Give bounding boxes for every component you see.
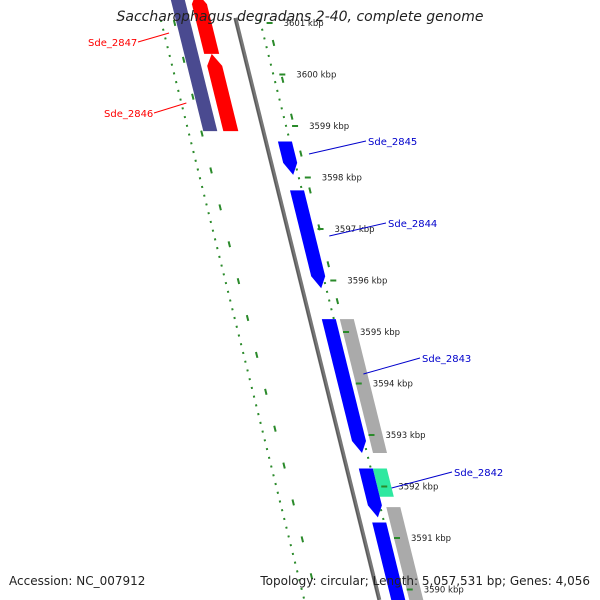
map-title: Saccharophagus degradans 2-40, complete … (116, 9, 484, 25)
backbone-edge (233, 17, 379, 600)
backbone-line (233, 17, 382, 600)
feature-2 (339, 319, 387, 453)
feature-3 (372, 468, 394, 497)
leader-line (329, 222, 387, 237)
backbone (233, 17, 382, 600)
right-dotted-guide (258, 19, 405, 600)
tick-label: 3595 kbp (360, 328, 400, 338)
gene-label: Sde_2842 (454, 468, 503, 479)
gene-Sde_2842 (358, 468, 382, 518)
gene-label: Sde_2847 (88, 38, 137, 49)
tick-label: 3590 kbp (424, 586, 464, 596)
gene-label: Sde_2845 (368, 137, 417, 148)
gene-Sde_2845 (277, 141, 298, 175)
gene-unnamed-6 (372, 522, 406, 600)
tick-label: 3598 kbp (322, 174, 362, 184)
gene-label: Sde_2844 (388, 219, 437, 230)
dotted-guides (159, 19, 413, 600)
tick-label: 3600 kbp (296, 71, 336, 81)
genes-track (191, 0, 406, 600)
left-dashed-guide (172, 19, 319, 600)
tick-label: 3599 kbp (309, 122, 349, 132)
gene-labels: Sde_2847 Sde_2846 Sde_2845 Sde_2844 Sde_2843… (88, 32, 503, 489)
feature-1 (170, 0, 218, 132)
gene-Sde_2847 (191, 0, 220, 54)
left-dotted-guide (159, 19, 306, 600)
tick-label: 3593 kbp (386, 431, 426, 441)
leader-line (153, 102, 187, 114)
leader-line (363, 357, 421, 375)
accession-text: Accession: NC_007912 (9, 574, 146, 588)
leader-line (137, 32, 170, 43)
gene-label: Sde_2843 (422, 354, 471, 365)
gene-Sde_2844 (290, 190, 326, 289)
genome-summary: Topology: circular; Length: 5,057,531 bp… (260, 574, 590, 588)
leader-line (391, 471, 453, 489)
gene-Sde_2846 (207, 53, 239, 132)
gene-label: Sde_2846 (104, 109, 153, 120)
feature-4 (386, 507, 424, 600)
gene-Sde_2843 (321, 319, 366, 453)
features-track (170, 0, 424, 600)
tick-label: 3601 kbp (284, 19, 324, 29)
leader-line (308, 140, 367, 155)
tick-label: 3591 kbp (411, 534, 451, 544)
tick-label: 3596 kbp (347, 277, 387, 287)
tick-label: 3592 kbp (398, 483, 438, 493)
tick-label: 3594 kbp (373, 380, 413, 390)
